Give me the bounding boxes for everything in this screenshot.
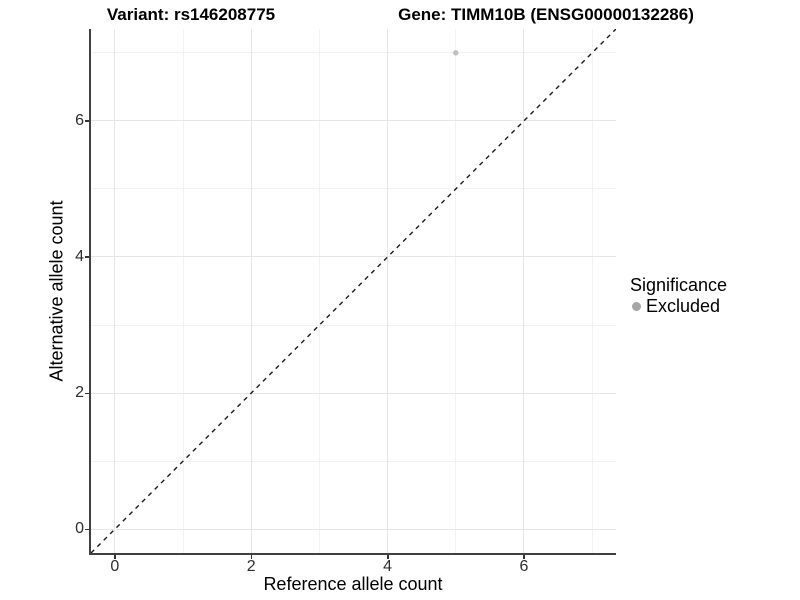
x-tick-label: 4 xyxy=(383,558,393,575)
y-tick-label: 0 xyxy=(75,520,84,538)
y-major-gridline xyxy=(91,528,616,530)
x-tick-label: 2 xyxy=(246,558,256,575)
x-minor-gridline xyxy=(318,29,320,553)
identity-dashed-line xyxy=(91,29,616,553)
legend-item-excluded: Excluded xyxy=(630,296,727,316)
x-tick-label: 6 xyxy=(519,558,529,575)
y-tick-label: 2 xyxy=(75,384,84,402)
y-minor-gridline xyxy=(91,324,616,326)
plot-overlay xyxy=(91,29,616,553)
y-tick-mark xyxy=(85,392,89,395)
x-axis-title: Reference allele count xyxy=(263,574,443,594)
y-tick-mark xyxy=(85,256,89,258)
x-minor-gridline xyxy=(591,29,593,553)
y-tick-label: 4 xyxy=(75,247,84,265)
data-point-excluded xyxy=(453,50,459,56)
y-tick-mark xyxy=(85,120,89,122)
gene-title: Gene: TIMM10B (ENSG00000132286) xyxy=(398,5,694,24)
y-minor-gridline xyxy=(91,52,616,54)
y-major-gridline xyxy=(91,120,616,122)
y-major-gridline xyxy=(91,256,616,258)
x-minor-gridline xyxy=(455,29,457,553)
y-major-gridline xyxy=(91,392,616,394)
y-minor-gridline xyxy=(91,460,616,462)
y-axis-line xyxy=(89,29,91,555)
x-tick-mark xyxy=(523,555,525,559)
excluded-dot-icon xyxy=(632,301,641,311)
x-tick-mark xyxy=(250,555,253,559)
legend-title: Significance xyxy=(630,275,728,295)
x-major-gridline xyxy=(250,29,252,553)
legend-item-label: Excluded xyxy=(646,296,721,316)
variant-title: Variant: rs146208775 xyxy=(106,5,276,24)
x-major-gridline xyxy=(114,29,116,553)
x-tick-mark xyxy=(114,555,116,559)
x-tick-label: 0 xyxy=(110,558,120,575)
y-minor-gridline xyxy=(91,188,616,190)
y-tick-label: 6 xyxy=(75,111,84,129)
y-axis-title: Alternative allele count xyxy=(46,200,67,382)
x-major-gridline xyxy=(387,29,389,553)
y-tick-mark xyxy=(85,528,89,531)
x-axis-line xyxy=(89,553,616,555)
legend: Significance Excluded xyxy=(630,275,727,316)
x-major-gridline xyxy=(523,29,525,553)
x-tick-mark xyxy=(387,555,389,559)
x-minor-gridline xyxy=(182,29,184,553)
